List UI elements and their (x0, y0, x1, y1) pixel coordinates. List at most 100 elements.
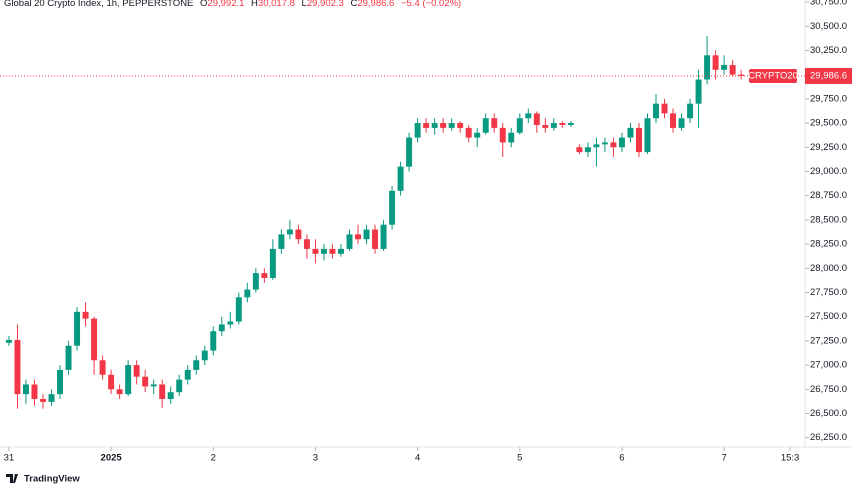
header-value: 29,986.6 (357, 0, 394, 9)
y-tick-label: 27,750.0 (810, 287, 847, 298)
candle-body (457, 123, 464, 128)
candle-body (661, 103, 668, 114)
candle-body (320, 248, 327, 254)
x-tick-label: 31 (4, 453, 15, 464)
candle-body (210, 331, 217, 351)
price-tag-bg (805, 67, 852, 84)
candle-body (406, 137, 413, 167)
candle-body (5, 339, 12, 343)
candle-body (448, 123, 455, 128)
candle-body (542, 124, 549, 128)
candle-body (380, 224, 387, 249)
candle-body (227, 321, 234, 325)
candle-body (372, 229, 379, 249)
candle-body (431, 123, 438, 128)
y-tick-label: 29,000.0 (810, 166, 847, 177)
candle-body (644, 118, 651, 153)
candle-body (82, 311, 89, 319)
candle-body (218, 324, 225, 332)
brand-name: TradingView (24, 474, 80, 485)
candle-body (40, 398, 46, 402)
candle-body (440, 123, 447, 128)
y-tick-label: 26,500.0 (810, 408, 847, 419)
candle-body (252, 273, 259, 290)
y-tick-label: 29,750.0 (810, 93, 847, 104)
candle-body (465, 127, 472, 138)
y-tick-label: 26,750.0 (810, 384, 847, 395)
candle-body (142, 376, 149, 387)
candle-body (397, 166, 404, 191)
candle-body (738, 74, 745, 76)
x-tick-label: 4 (415, 453, 420, 464)
y-tick-label: 27,250.0 (810, 335, 847, 346)
candle-body (278, 234, 285, 249)
candle-body (729, 64, 736, 75)
candle-body (108, 374, 115, 390)
candle-body (244, 289, 251, 298)
candle-body (423, 123, 430, 128)
candle-body (346, 234, 353, 249)
brand-logo: TradingView (6, 474, 80, 485)
candle-body (499, 127, 506, 143)
candle-body (474, 132, 481, 138)
header-value: 29,902.3 (307, 0, 344, 9)
header-value: 30,017.8 (258, 0, 295, 9)
header-key: L (302, 0, 307, 9)
candle-body (65, 345, 72, 370)
candle-body (653, 103, 659, 119)
header-key: H (251, 0, 258, 9)
symbol-tag: CRYPTO20 (748, 70, 798, 81)
candle-body (508, 132, 515, 143)
candle-body (193, 360, 200, 370)
candle-body (627, 127, 634, 138)
x-tick-label: 2 (211, 453, 216, 464)
header-key: C (350, 0, 357, 9)
candle-body (22, 384, 29, 395)
candle-body (312, 248, 319, 254)
candle-body (125, 365, 132, 395)
candle-body (91, 318, 98, 361)
candle-body (670, 113, 677, 128)
y-tick-label: 28,500.0 (810, 214, 847, 225)
y-tick-label: 30,750.0 (810, 0, 847, 8)
x-tick-label: 7 (721, 453, 726, 464)
candle-body (618, 137, 625, 148)
y-tick-label: 28,250.0 (810, 239, 847, 250)
candle-body (414, 123, 421, 138)
candle-body (235, 297, 242, 322)
candle-body (167, 392, 174, 399)
candle-body (593, 144, 600, 148)
header-title: Global 20 Crypto Index, 1h, PEPPERSTONE (4, 0, 193, 9)
y-tick-label: 30,500.0 (810, 21, 847, 32)
candle-body (176, 379, 183, 393)
y-tick-label: 28,750.0 (810, 190, 847, 201)
candle-body (610, 142, 617, 148)
price-tag: 29,986.6 (810, 70, 847, 81)
candle-body (14, 339, 21, 395)
candle-body (567, 123, 574, 125)
candle-body (303, 239, 310, 249)
candle-body (389, 190, 396, 225)
candle-body (678, 118, 685, 128)
x-tick-label: 15:3 (781, 453, 800, 464)
candle-body (338, 248, 344, 254)
header-key: O (200, 0, 207, 9)
candle-body (116, 389, 123, 395)
candle-body (525, 113, 532, 119)
candle-body (516, 118, 523, 133)
candle-body (363, 229, 370, 240)
candle-body (355, 234, 361, 240)
candle-body (159, 384, 166, 399)
x-tick-label: 2025 (101, 453, 123, 464)
x-tick-label: 6 (619, 453, 624, 464)
candle-body (550, 123, 557, 128)
y-tick-label: 29,500.0 (810, 118, 847, 129)
candle-body (269, 248, 276, 278)
y-tick-label: 27,500.0 (810, 311, 847, 322)
candle-body (74, 311, 81, 346)
candle-body (329, 248, 336, 254)
y-tick-label: 27,000.0 (810, 360, 847, 371)
candle-body (482, 118, 489, 133)
